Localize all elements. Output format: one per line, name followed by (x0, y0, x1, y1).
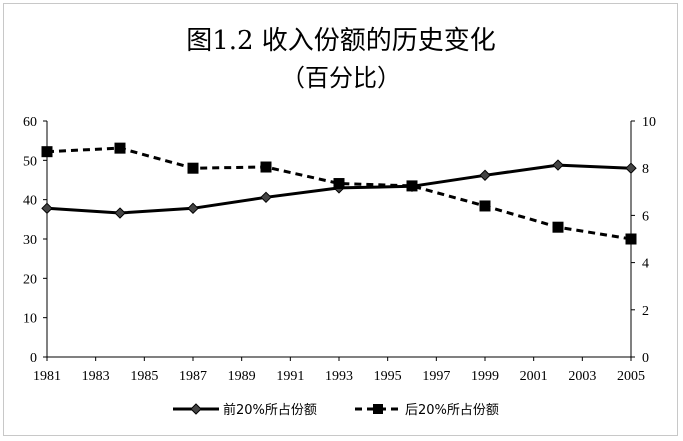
right-tick-label: 2 (642, 304, 649, 319)
legend-label-bottom20: 后20%所占份额 (405, 403, 499, 418)
right-tick-label: 8 (642, 162, 649, 177)
series-point-1 (187, 162, 199, 174)
series-point-0 (114, 207, 126, 219)
legend-label-top20: 前20%所占份额 (223, 402, 317, 418)
series-layer (41, 142, 637, 245)
legend-item-top20: 前20%所占份额 (173, 402, 317, 418)
series-point-1 (625, 233, 637, 245)
x-tick-label: 1993 (325, 369, 353, 384)
left-tick-label: 50 (23, 154, 37, 169)
right-tick-label: 0 (642, 351, 649, 366)
series-point-0 (479, 169, 491, 181)
series-point-1 (260, 161, 272, 173)
series-point-0 (187, 202, 199, 215)
series-point-1 (479, 200, 491, 212)
left-tick-label: 60 (23, 115, 37, 130)
series-point-1 (41, 146, 53, 158)
series-point-1 (333, 178, 345, 190)
left-tick-label: 40 (23, 194, 37, 209)
series-point-1 (114, 142, 126, 154)
left-tick-label: 30 (23, 233, 37, 248)
x-tick-label: 2005 (617, 369, 645, 384)
legend: 前20%所占份额 后20%所占份额 (173, 402, 499, 418)
series-line-1 (46, 146, 632, 241)
legend-item-bottom20: 后20%所占份额 (355, 403, 499, 418)
right-tick-label: 10 (642, 115, 656, 130)
x-tick-label: 2003 (568, 369, 596, 384)
chart-title: 图1.2 收入份额的历史变化 (186, 26, 496, 56)
right-tick-label: 4 (642, 257, 649, 272)
x-tick-label: 1983 (82, 369, 110, 384)
left-tick-label: 20 (23, 272, 37, 287)
legend-marker-top20 (190, 403, 202, 415)
right-tick-label: 6 (642, 209, 649, 224)
x-tick-label: 1995 (374, 369, 402, 384)
axes: 0 10 20 30 40 50 60 0 2 4 6 8 10 1981 1983 1985 1987 1989… (23, 115, 656, 384)
left-tick-label: 10 (23, 312, 37, 327)
x-tick-label: 2001 (520, 369, 548, 384)
x-tick-label: 1991 (276, 369, 304, 384)
series-point-0 (552, 159, 564, 171)
x-tick-label: 1989 (228, 369, 256, 384)
x-tick-label: 1999 (471, 369, 499, 384)
x-tick-label: 1981 (33, 369, 61, 384)
chart-subtitle: （百分比） (281, 64, 401, 92)
series-point-0 (41, 202, 53, 215)
chart-frame (3, 3, 678, 436)
series-point-1 (552, 221, 564, 233)
x-tick-label: 1985 (130, 369, 158, 384)
series-point-0 (260, 191, 272, 204)
left-tick-label: 0 (30, 351, 37, 366)
series-point-1 (406, 180, 418, 192)
series-point-0 (625, 162, 637, 174)
x-tick-label: 1987 (179, 369, 207, 384)
x-tick-label: 1997 (422, 369, 450, 384)
legend-marker-bottom20 (373, 404, 383, 414)
